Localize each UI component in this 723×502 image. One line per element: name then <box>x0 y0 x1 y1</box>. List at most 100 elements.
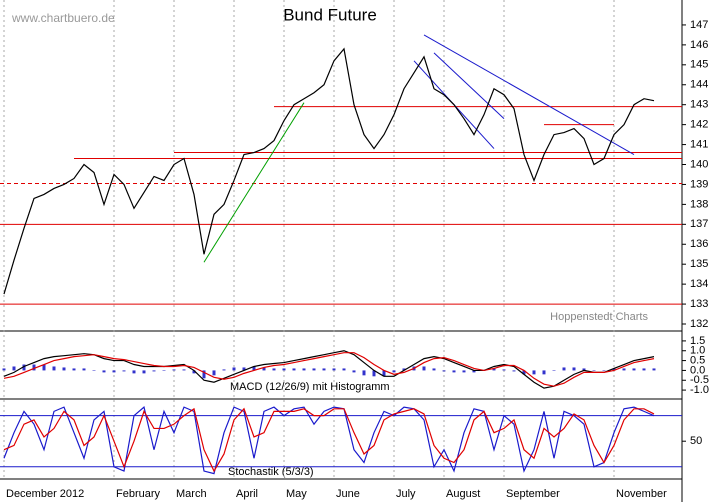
x-tick-label: November <box>616 488 667 500</box>
y-tick-label: 147 <box>690 19 708 31</box>
histogram-bar <box>212 370 216 376</box>
series-line <box>3 407 655 473</box>
y-tick-label: 132 <box>690 318 708 330</box>
histogram-bar <box>512 370 516 372</box>
trend-line <box>203 102 305 263</box>
histogram-bar <box>432 368 436 371</box>
x-tick-label: July <box>396 488 416 500</box>
x-tick-label: June <box>336 488 360 500</box>
x-tick-label: May <box>286 488 307 500</box>
histogram-bar <box>122 370 126 372</box>
histogram-bar <box>172 369 176 371</box>
histogram-bar <box>452 370 456 373</box>
y-tick-label: -0.5 <box>690 374 709 386</box>
histogram-bar <box>322 368 326 371</box>
histogram-bar <box>272 368 276 371</box>
x-tick-label: April <box>236 488 258 500</box>
histogram-bar <box>132 370 136 374</box>
histogram-bar <box>82 368 86 371</box>
chart-title: Bund Future <box>283 5 377 24</box>
histogram-bar <box>62 367 66 371</box>
histogram-bar <box>232 367 236 371</box>
histogram-bar <box>382 370 386 377</box>
histogram-bar <box>72 368 76 371</box>
y-tick-label: 143 <box>690 99 708 111</box>
histogram-bar <box>192 370 196 374</box>
panel-title: MACD (12/26/9) mit Histogramm <box>230 381 390 393</box>
histogram-bar <box>282 368 286 371</box>
histogram-bar <box>12 366 16 371</box>
y-tick-label: 0.0 <box>690 364 705 376</box>
panel-title: Stochastik (5/3/3) <box>228 466 314 478</box>
histogram-bar <box>332 368 336 371</box>
source: Hoppenstedt Charts <box>550 311 648 323</box>
histogram-bar <box>592 370 596 371</box>
histogram-bar <box>32 364 36 371</box>
histogram-bar <box>472 370 476 373</box>
histogram-bar <box>502 369 506 371</box>
y-tick-label: 133 <box>690 298 708 310</box>
histogram-bar <box>392 370 396 373</box>
x-tick-label: December 2012 <box>6 488 84 500</box>
histogram-bar <box>462 370 466 373</box>
histogram-bar <box>492 368 496 371</box>
histogram-bar <box>642 368 646 371</box>
histogram-bar <box>112 370 116 373</box>
histogram-bar <box>582 368 586 371</box>
trend-line <box>423 34 635 155</box>
histogram-bar <box>262 367 266 371</box>
y-tick-label: 144 <box>690 79 708 91</box>
histogram-bar <box>532 370 536 375</box>
trend-line <box>433 52 505 120</box>
series-line <box>3 352 655 387</box>
histogram-bar <box>622 368 626 371</box>
y-tick-label: 1.5 <box>690 335 705 347</box>
histogram-bar <box>442 370 446 372</box>
y-tick-label: -1.0 <box>690 384 709 396</box>
histogram-bar <box>522 370 526 375</box>
histogram-bar <box>402 368 406 371</box>
histogram-bar <box>362 370 366 376</box>
histogram-bar <box>292 368 296 371</box>
histogram-bar <box>202 370 206 379</box>
histogram-bar <box>612 368 616 371</box>
histogram-bar <box>632 368 636 371</box>
series-line <box>3 350 655 389</box>
y-tick-label: 136 <box>690 238 708 250</box>
histogram-bar <box>542 370 546 375</box>
y-tick-label: 141 <box>690 138 708 150</box>
histogram-bar <box>2 368 6 371</box>
series-line <box>3 47 655 295</box>
histogram-bar <box>152 370 156 372</box>
y-tick-label: 134 <box>690 278 708 290</box>
y-tick-label: 145 <box>690 59 708 71</box>
y-tick-label: 139 <box>690 178 708 190</box>
histogram-bar <box>52 366 56 371</box>
series-line <box>3 406 655 475</box>
histogram-bar <box>162 370 166 371</box>
histogram-bar <box>22 364 26 371</box>
histogram-bar <box>602 370 606 371</box>
histogram-bar <box>92 370 96 371</box>
histogram-bar <box>342 368 346 371</box>
y-tick-label: 142 <box>690 119 708 131</box>
x-tick-label: February <box>116 488 161 500</box>
x-tick-label: September <box>506 488 560 500</box>
x-tick-label: March <box>176 488 207 500</box>
histogram-bar <box>102 370 106 373</box>
histogram-bar <box>372 370 376 377</box>
y-tick-label: 0.5 <box>690 354 705 366</box>
histogram-bar <box>242 367 246 371</box>
y-tick-label: 140 <box>690 158 708 170</box>
histogram-bar <box>422 366 426 371</box>
histogram-bar <box>222 369 226 371</box>
histogram-bar <box>572 367 576 371</box>
histogram-bar <box>552 370 556 371</box>
histogram-bar <box>302 368 306 371</box>
y-tick-label: 1.0 <box>690 345 705 357</box>
y-tick-label: 135 <box>690 258 708 270</box>
y-tick-label: 138 <box>690 198 708 210</box>
x-tick-label: August <box>446 488 480 500</box>
